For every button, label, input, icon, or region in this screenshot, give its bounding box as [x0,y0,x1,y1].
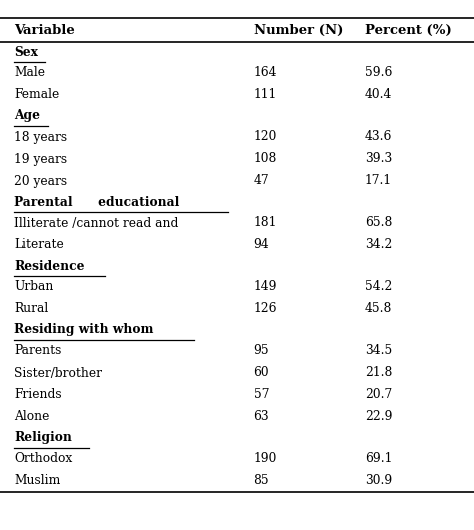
Text: 85: 85 [254,474,269,488]
Text: Parental      educational: Parental educational [14,196,180,208]
Text: 30.9: 30.9 [365,474,392,488]
Text: Rural: Rural [14,303,48,315]
Text: Percent (%): Percent (%) [365,23,452,37]
Text: Age: Age [14,110,40,122]
Text: Literate: Literate [14,238,64,252]
Text: 181: 181 [254,216,277,229]
Text: 57: 57 [254,388,269,402]
Text: 60: 60 [254,367,269,379]
Text: Residing with whom: Residing with whom [14,323,154,337]
Text: Urban: Urban [14,280,54,294]
Text: 111: 111 [254,89,277,102]
Text: 126: 126 [254,303,277,315]
Text: 34.5: 34.5 [365,344,392,358]
Text: 47: 47 [254,174,269,188]
Text: Female: Female [14,89,59,102]
Text: Muslim: Muslim [14,474,61,488]
Text: Sex: Sex [14,46,38,58]
Text: Friends: Friends [14,388,62,402]
Text: 21.8: 21.8 [365,367,392,379]
Text: 65.8: 65.8 [365,216,392,229]
Text: 40.4: 40.4 [365,89,392,102]
Text: Parents: Parents [14,344,62,358]
Text: 94: 94 [254,238,269,252]
Text: 95: 95 [254,344,269,358]
Text: 63: 63 [254,411,269,423]
Text: 59.6: 59.6 [365,66,392,80]
Text: 190: 190 [254,453,277,465]
Text: 149: 149 [254,280,277,294]
Text: 108: 108 [254,153,277,165]
Text: 69.1: 69.1 [365,453,392,465]
Text: 19 years: 19 years [14,153,67,165]
Text: 120: 120 [254,130,277,144]
Text: Religion: Religion [14,431,72,445]
Text: 45.8: 45.8 [365,303,392,315]
Text: 20.7: 20.7 [365,388,392,402]
Text: 34.2: 34.2 [365,238,392,252]
Text: 43.6: 43.6 [365,130,392,144]
Text: Sister/brother: Sister/brother [14,367,102,379]
Text: Illiterate /cannot read and: Illiterate /cannot read and [14,216,179,229]
Text: Orthodox: Orthodox [14,453,73,465]
Text: 20 years: 20 years [14,174,67,188]
Text: 18 years: 18 years [14,130,67,144]
Text: 17.1: 17.1 [365,174,392,188]
Text: Residence: Residence [14,260,85,272]
Text: Alone: Alone [14,411,50,423]
Text: 54.2: 54.2 [365,280,392,294]
Text: Variable: Variable [14,23,75,37]
Text: 164: 164 [254,66,277,80]
Text: 22.9: 22.9 [365,411,392,423]
Text: Male: Male [14,66,45,80]
Text: Number (N): Number (N) [254,23,343,37]
Text: 39.3: 39.3 [365,153,392,165]
